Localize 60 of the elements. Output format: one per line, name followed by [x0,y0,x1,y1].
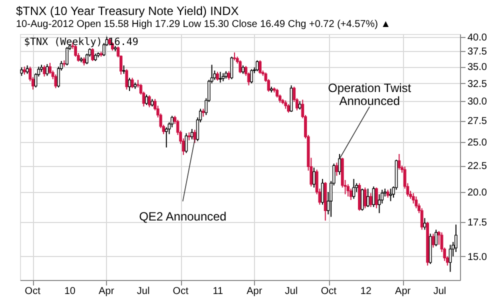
annotation: Operation Twist Announced [328,80,412,108]
candlestick [230,56,234,80]
y-tick-label: 27.5 [468,116,488,128]
x-tick-label: 10 [64,286,76,297]
x-tick-label: 11 [212,286,224,297]
candlestick [312,167,316,188]
x-tick-label: Jul [136,286,150,297]
x-tick-label: Oct [24,286,41,297]
candlestick [448,244,452,272]
chart-title: $TNX (10 Year Treasury Note Yield) INDX [16,4,239,18]
candlestick [130,77,134,89]
y-tick-label: 25.0 [468,138,488,149]
x-tick-label: Oct [172,286,189,297]
y-tick-label: 15.0 [468,252,488,263]
candlestick [128,77,131,92]
x-tick-label: 12 [360,286,372,297]
candlestick [321,178,324,206]
candlestick [91,48,94,62]
candlestick [412,192,415,204]
candlestick [372,186,376,208]
y-tick-label: 17.5 [468,217,488,228]
candlestick [148,94,151,108]
candlestick [258,60,262,74]
y-tick-label: 20.0 [468,187,488,198]
x-tick-label: Oct [320,286,337,297]
candlestick [420,208,424,230]
candlestick [434,229,438,247]
x-tick-label: Apr [246,286,263,297]
x-tick-label: Apr [98,286,115,297]
x-tick-label: Apr [395,286,412,297]
candlestick [378,194,381,214]
candlestick [346,184,350,198]
candlestick [46,64,49,76]
y-tick-label: 35.0 [468,62,488,74]
candlestick [164,126,168,148]
candlestick [375,187,378,209]
candlestick [454,224,458,252]
candlestick [250,68,254,84]
candlestick [66,46,68,66]
y-tick-label: 40.0 [468,32,488,44]
annotation: QE2 Announced [139,209,226,224]
x-tick-label: Jul [433,286,446,297]
candlestick [190,128,194,140]
y-tick-label: 32.5 [468,78,488,90]
candlestick [145,94,148,106]
candlestick [125,68,128,90]
y-tick-label: 37.5 [468,46,488,58]
x-tick-label: Jul [284,286,298,297]
candlestick [364,187,367,209]
candlestick [218,71,222,84]
candlestick [349,188,352,200]
candlestick [54,74,58,89]
candlestick [389,188,392,202]
y-tick-label: 30.0 [468,96,488,108]
candlestick [366,188,370,208]
candlestick [352,178,356,200]
y-tick-label: 22.5 [468,161,488,172]
chart-subtitle: 10-Aug-2012 Open 15.58 High 17.29 Low 15.30 Close 16.49 Chg +0.72 (+4.57%) ▲ [16,18,391,30]
candlestick [398,153,401,170]
candlestick [338,153,342,176]
